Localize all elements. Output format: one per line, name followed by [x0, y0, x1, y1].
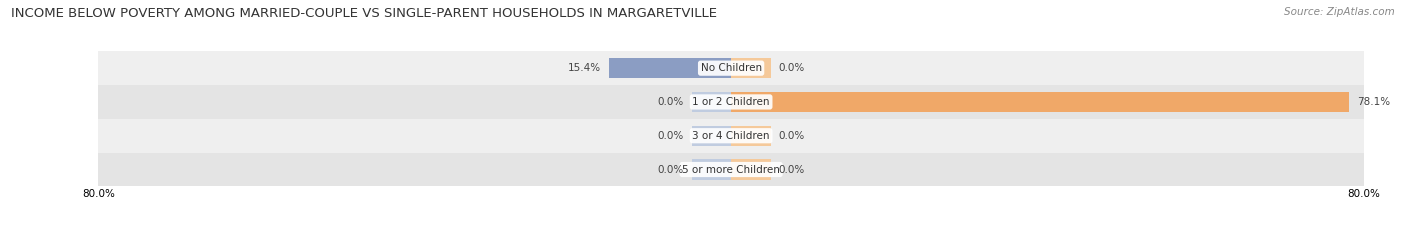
- Text: Source: ZipAtlas.com: Source: ZipAtlas.com: [1284, 7, 1395, 17]
- Bar: [98, 85, 1364, 119]
- Bar: [731, 58, 770, 78]
- Text: 1 or 2 Children: 1 or 2 Children: [692, 97, 770, 107]
- Text: 5 or more Children: 5 or more Children: [682, 164, 780, 175]
- Text: 78.1%: 78.1%: [1357, 97, 1389, 107]
- Bar: [692, 126, 731, 146]
- Text: 15.4%: 15.4%: [568, 63, 602, 73]
- Bar: [692, 159, 731, 180]
- Text: No Children: No Children: [700, 63, 762, 73]
- Bar: [98, 153, 1364, 186]
- Bar: [609, 58, 731, 78]
- Text: INCOME BELOW POVERTY AMONG MARRIED-COUPLE VS SINGLE-PARENT HOUSEHOLDS IN MARGARE: INCOME BELOW POVERTY AMONG MARRIED-COUPL…: [11, 7, 717, 20]
- Text: 0.0%: 0.0%: [779, 164, 804, 175]
- Text: 0.0%: 0.0%: [658, 164, 683, 175]
- Bar: [692, 92, 731, 112]
- Bar: [731, 126, 770, 146]
- Text: 0.0%: 0.0%: [779, 63, 804, 73]
- Text: 0.0%: 0.0%: [658, 97, 683, 107]
- Bar: [98, 119, 1364, 153]
- Bar: [98, 51, 1364, 85]
- Bar: [731, 159, 770, 180]
- Text: 0.0%: 0.0%: [658, 131, 683, 141]
- Bar: [731, 92, 1348, 112]
- Text: 3 or 4 Children: 3 or 4 Children: [692, 131, 770, 141]
- Text: 0.0%: 0.0%: [779, 131, 804, 141]
- Legend: Married Couples, Single Parents: Married Couples, Single Parents: [610, 232, 852, 233]
